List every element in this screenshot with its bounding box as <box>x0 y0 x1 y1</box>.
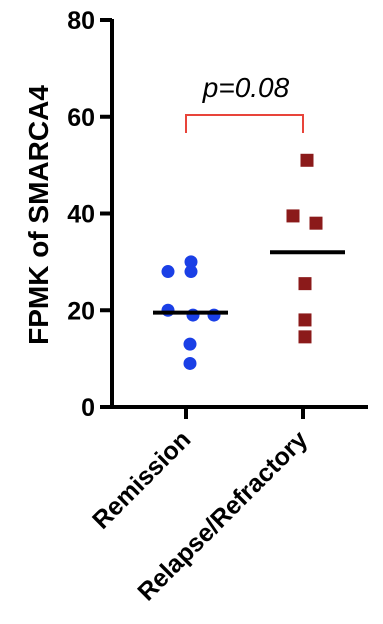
remission-point <box>183 337 197 351</box>
y-axis-title: FPMK of SMARCA4 <box>23 85 54 345</box>
p-value-annotation: p=0.08 <box>202 72 290 103</box>
y-axis: 0 20 40 60 80 <box>67 7 114 422</box>
x-category-label: Remission <box>87 425 196 534</box>
relapse-point <box>300 153 314 167</box>
relapse-point <box>298 313 312 327</box>
data-points <box>161 153 323 370</box>
y-tick-label: 40 <box>67 201 95 229</box>
relapse-point <box>309 216 323 230</box>
remission-point <box>184 265 198 279</box>
remission-point <box>184 255 198 269</box>
relapse-point <box>298 330 312 344</box>
relapse-point <box>286 209 300 223</box>
remission-point <box>207 308 221 322</box>
remission-point <box>161 303 175 317</box>
remission-point <box>186 308 200 322</box>
bracket-line <box>185 114 304 133</box>
y-tick-label: 0 <box>81 394 95 422</box>
y-tick-label: 60 <box>67 104 95 132</box>
relapse-point <box>298 277 312 291</box>
median-lines <box>153 250 345 315</box>
y-tick-label: 20 <box>67 297 95 325</box>
y-tick-label: 80 <box>67 7 95 35</box>
remission-point <box>183 356 197 370</box>
significance-bracket <box>185 114 304 133</box>
remission-point <box>161 265 175 279</box>
